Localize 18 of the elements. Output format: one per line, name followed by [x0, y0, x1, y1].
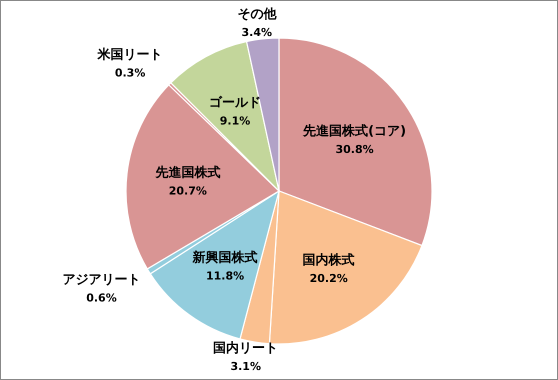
slice-label: 先進国株式(コア): [302, 122, 406, 139]
data-label: 9.1%: [220, 114, 250, 128]
slice-label: その他: [237, 7, 278, 22]
data-label: 0.6%: [86, 291, 117, 304]
data-label: 3.1%: [230, 360, 261, 373]
slice-label: 先進国株式: [154, 164, 220, 180]
slice-label: アジアリート: [62, 272, 140, 288]
slice-label: 新興国株式: [192, 249, 258, 266]
slice-label: 米国リート: [96, 47, 163, 62]
data-label: 3.4%: [242, 26, 272, 39]
slice-label: 国内リート: [213, 341, 278, 356]
data-label: 0.3%: [114, 66, 146, 80]
data-label: 20.2%: [310, 272, 348, 286]
data-label: 11.8%: [206, 269, 244, 282]
data-label: 30.8%: [336, 142, 374, 156]
slice-label: 国内株式: [302, 252, 355, 268]
slice-label: ゴールド: [209, 95, 262, 110]
data-label: 20.7%: [168, 184, 207, 198]
